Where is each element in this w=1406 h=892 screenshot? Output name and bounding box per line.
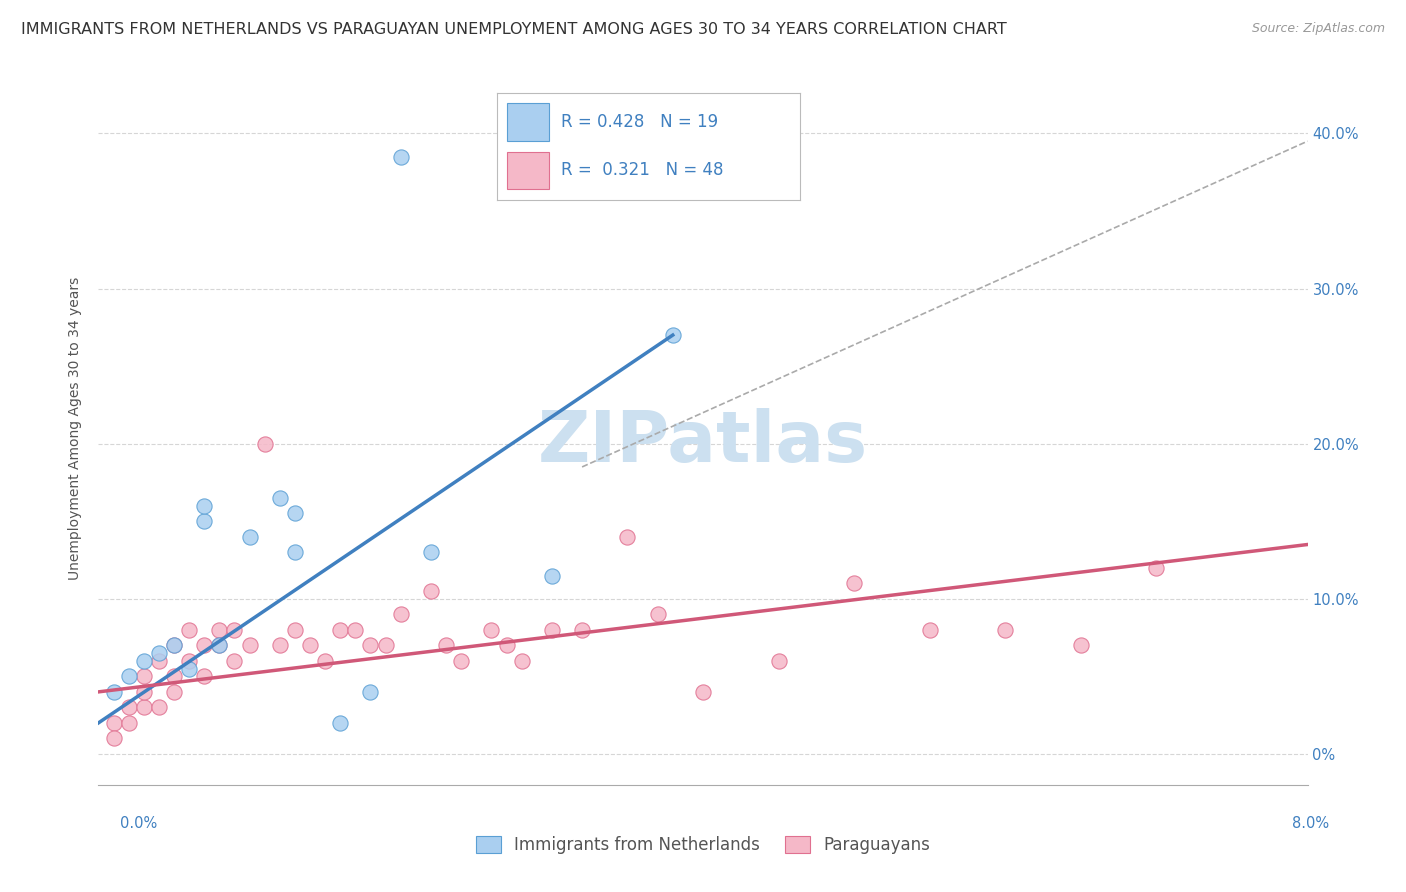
Point [132, 669, 155, 683]
Text: ZIPatlas: ZIPatlas [538, 408, 868, 477]
Point [389, 150, 412, 164]
Point [918, 623, 941, 637]
Point [208, 623, 231, 637]
Point [314, 654, 336, 668]
Point [148, 700, 170, 714]
Point [118, 700, 141, 714]
Point [434, 638, 457, 652]
Point [179, 623, 201, 637]
Point [132, 685, 155, 699]
Point [193, 669, 215, 683]
Point [616, 530, 638, 544]
Point [239, 638, 262, 652]
Point [179, 662, 201, 676]
Point [329, 715, 352, 730]
Text: 8.0%: 8.0% [1292, 816, 1329, 831]
Point [374, 638, 396, 652]
Point [148, 646, 170, 660]
Text: IMMIGRANTS FROM NETHERLANDS VS PARAGUAYAN UNEMPLOYMENT AMONG AGES 30 TO 34 YEARS: IMMIGRANTS FROM NETHERLANDS VS PARAGUAYA… [21, 22, 1007, 37]
Text: 0.0%: 0.0% [120, 816, 156, 831]
Point [163, 685, 186, 699]
Point [661, 328, 683, 343]
Point [571, 623, 593, 637]
Point [239, 530, 262, 544]
Point [118, 669, 141, 683]
Point [389, 607, 412, 622]
Point [132, 700, 155, 714]
Point [193, 514, 215, 528]
Y-axis label: Unemployment Among Ages 30 to 34 years: Unemployment Among Ages 30 to 34 years [69, 277, 83, 580]
Point [420, 545, 443, 559]
Point [510, 654, 533, 668]
Point [540, 623, 562, 637]
Point [132, 654, 155, 668]
Point [692, 685, 714, 699]
Text: Source: ZipAtlas.com: Source: ZipAtlas.com [1251, 22, 1385, 36]
Point [103, 685, 125, 699]
Point [768, 654, 790, 668]
Point [103, 715, 125, 730]
Point [1146, 561, 1168, 575]
Point [163, 669, 186, 683]
Point [360, 638, 382, 652]
Point [284, 623, 307, 637]
Point [329, 623, 352, 637]
Point [481, 623, 503, 637]
Point [269, 638, 291, 652]
Point [450, 654, 472, 668]
Point [253, 436, 276, 450]
Point [163, 638, 186, 652]
Point [224, 654, 246, 668]
Point [193, 499, 215, 513]
Point [208, 638, 231, 652]
Point [179, 654, 201, 668]
Point [284, 507, 307, 521]
Point [420, 584, 443, 599]
Point [647, 607, 669, 622]
Point [224, 623, 246, 637]
Point [994, 623, 1017, 637]
Point [540, 568, 562, 582]
Point [103, 731, 125, 746]
Legend: Immigrants from Netherlands, Paraguayans: Immigrants from Netherlands, Paraguayans [467, 828, 939, 863]
Point [495, 638, 517, 652]
Point [269, 491, 291, 505]
Point [360, 685, 382, 699]
Point [1070, 638, 1092, 652]
Point [344, 623, 367, 637]
Point [284, 545, 307, 559]
Point [193, 638, 215, 652]
Point [299, 638, 322, 652]
Point [118, 715, 141, 730]
Point [208, 638, 231, 652]
Point [148, 654, 170, 668]
Point [163, 638, 186, 652]
Point [844, 576, 866, 591]
